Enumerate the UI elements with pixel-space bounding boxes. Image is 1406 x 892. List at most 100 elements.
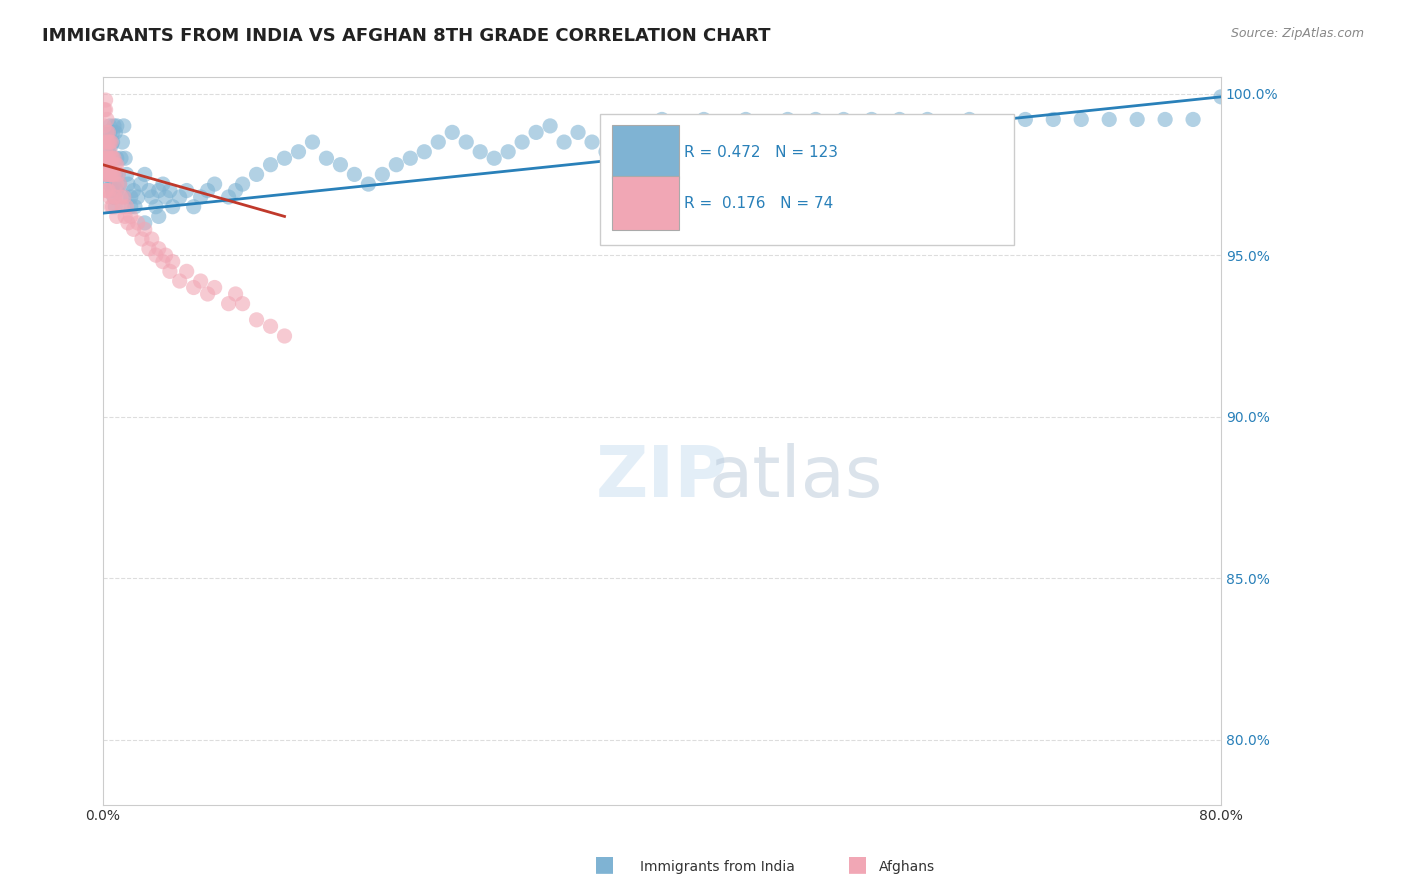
Afghans [176, 264, 198, 278]
Immigrants from India [651, 112, 673, 127]
Immigrants from India [524, 125, 547, 139]
Afghans [107, 168, 129, 182]
Immigrants from India [105, 119, 128, 133]
Afghans [100, 200, 122, 214]
Afghans [114, 210, 136, 224]
Immigrants from India [441, 125, 464, 139]
Immigrants from India [413, 145, 436, 159]
Immigrants from India [903, 119, 925, 133]
Afghans [94, 184, 117, 198]
Immigrants from India [329, 158, 352, 172]
Immigrants from India [110, 151, 132, 165]
FancyBboxPatch shape [612, 176, 679, 230]
Immigrants from India [762, 125, 785, 139]
Afghans [98, 158, 121, 172]
Afghans [101, 151, 124, 165]
Immigrants from India [141, 190, 163, 204]
Immigrants from India [103, 177, 125, 191]
Afghans [145, 248, 167, 262]
Afghans [110, 190, 132, 204]
Immigrants from India [804, 112, 827, 127]
Immigrants from India [98, 119, 121, 133]
Afghans [100, 151, 122, 165]
Immigrants from India [145, 200, 167, 214]
Immigrants from India [889, 112, 911, 127]
Afghans [96, 151, 118, 165]
Afghans [127, 216, 149, 230]
Immigrants from India [734, 112, 756, 127]
Immigrants from India [112, 119, 135, 133]
Immigrants from India [553, 135, 575, 149]
Immigrants from India [100, 138, 122, 153]
Afghans [148, 242, 170, 256]
Immigrants from India [96, 125, 118, 139]
Afghans [111, 200, 134, 214]
Immigrants from India [225, 184, 247, 198]
Immigrants from India [120, 190, 142, 204]
Immigrants from India [103, 190, 125, 204]
Immigrants from India [496, 145, 519, 159]
Immigrants from India [117, 177, 139, 191]
Text: Immigrants from India: Immigrants from India [640, 860, 794, 874]
Immigrants from India [1154, 112, 1177, 127]
Afghans [273, 329, 295, 343]
Afghans [103, 190, 125, 204]
Immigrants from India [101, 135, 124, 149]
Immigrants from India [720, 125, 742, 139]
Text: IMMIGRANTS FROM INDIA VS AFGHAN 8TH GRADE CORRELATION CHART: IMMIGRANTS FROM INDIA VS AFGHAN 8TH GRAD… [42, 27, 770, 45]
Immigrants from India [232, 177, 254, 191]
Afghans [225, 287, 247, 301]
Afghans [141, 232, 163, 246]
Afghans [98, 190, 121, 204]
Afghans [93, 103, 115, 117]
Immigrants from India [204, 177, 226, 191]
Afghans [259, 319, 281, 334]
Immigrants from India [832, 112, 855, 127]
Afghans [94, 103, 117, 117]
Immigrants from India [371, 168, 394, 182]
Immigrants from India [595, 145, 617, 159]
Immigrants from India [986, 119, 1008, 133]
Afghans [108, 177, 131, 191]
Immigrants from India [1014, 112, 1036, 127]
Immigrants from India [609, 135, 631, 149]
Immigrants from India [399, 151, 422, 165]
Immigrants from India [98, 125, 121, 139]
Immigrants from India [637, 119, 659, 133]
Immigrants from India [931, 119, 953, 133]
Immigrants from India [148, 184, 170, 198]
Immigrants from India [152, 177, 174, 191]
Immigrants from India [105, 151, 128, 165]
Afghans [218, 296, 240, 310]
Immigrants from India [105, 184, 128, 198]
FancyBboxPatch shape [612, 125, 679, 179]
Immigrants from India [97, 135, 120, 149]
Afghans [103, 151, 125, 165]
Afghans [117, 216, 139, 230]
Immigrants from India [917, 112, 939, 127]
Afghans [138, 242, 160, 256]
Immigrants from India [860, 112, 883, 127]
Afghans [152, 254, 174, 268]
Afghans [120, 210, 142, 224]
Immigrants from India [138, 184, 160, 198]
Text: Afghans: Afghans [879, 860, 935, 874]
Immigrants from India [790, 119, 813, 133]
Immigrants from India [98, 177, 121, 191]
Immigrants from India [97, 158, 120, 172]
Immigrants from India [1182, 112, 1205, 127]
Immigrants from India [301, 135, 323, 149]
Immigrants from India [101, 177, 124, 191]
Afghans [93, 135, 115, 149]
Afghans [94, 168, 117, 182]
Afghans [100, 135, 122, 149]
Immigrants from India [108, 177, 131, 191]
Immigrants from India [101, 184, 124, 198]
Immigrants from India [538, 119, 561, 133]
Afghans [96, 125, 118, 139]
Immigrants from India [679, 119, 702, 133]
Afghans [97, 125, 120, 139]
Immigrants from India [98, 151, 121, 165]
Immigrants from India [115, 168, 138, 182]
Afghans [232, 296, 254, 310]
